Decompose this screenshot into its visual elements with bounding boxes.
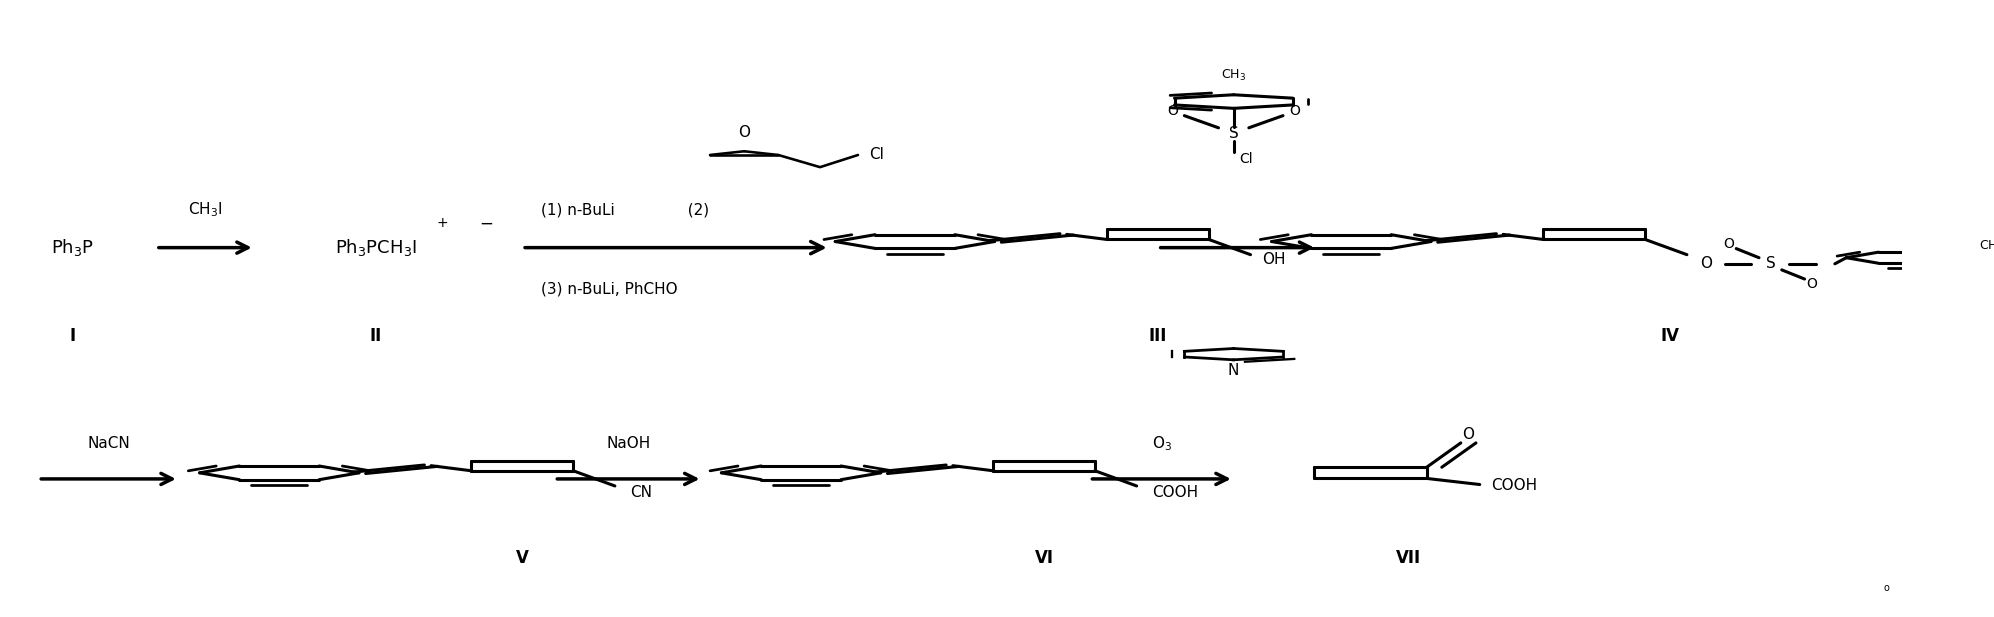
Text: CH$_3$: CH$_3$ [1220,68,1246,83]
Text: II: II [371,327,383,345]
Text: N: N [1228,363,1240,378]
Text: COOH: COOH [1492,478,1537,493]
Text: CH$_3$: CH$_3$ [1980,239,1994,254]
Text: Cl: Cl [869,147,883,162]
Text: VII: VII [1396,549,1422,567]
Text: III: III [1149,327,1166,345]
Text: COOH: COOH [1153,485,1198,500]
Text: NaOH: NaOH [606,436,650,451]
Text: CH$_3$I: CH$_3$I [187,201,223,219]
Text: O: O [1807,277,1819,291]
Text: CN: CN [630,485,652,500]
Text: O$_3$: O$_3$ [1153,434,1172,453]
Text: IV: IV [1661,327,1679,345]
Text: Ph$_3$P: Ph$_3$P [52,237,94,258]
Text: O: O [1168,104,1178,118]
Text: VI: VI [1035,549,1053,567]
Text: Cl: Cl [1240,152,1252,167]
Text: +: + [437,217,449,230]
Text: O: O [1699,256,1713,271]
Text: O: O [1462,427,1474,442]
Text: I: I [70,327,76,345]
Text: (2): (2) [678,202,708,217]
Text: OH: OH [1262,252,1286,267]
Text: O: O [738,125,750,141]
Text: O: O [1723,237,1735,251]
Text: V: V [516,549,528,567]
Text: −: − [479,214,493,232]
Text: O: O [1288,104,1300,118]
Text: S: S [1765,256,1775,271]
Text: NaCN: NaCN [88,436,130,451]
Text: (3) n-BuLi, PhCHO: (3) n-BuLi, PhCHO [540,281,678,297]
Text: (1) n-BuLi: (1) n-BuLi [540,202,614,217]
Text: Ph$_3$PCH$_3$I: Ph$_3$PCH$_3$I [335,237,417,258]
Text: o: o [1884,584,1888,594]
Text: S: S [1228,126,1238,141]
